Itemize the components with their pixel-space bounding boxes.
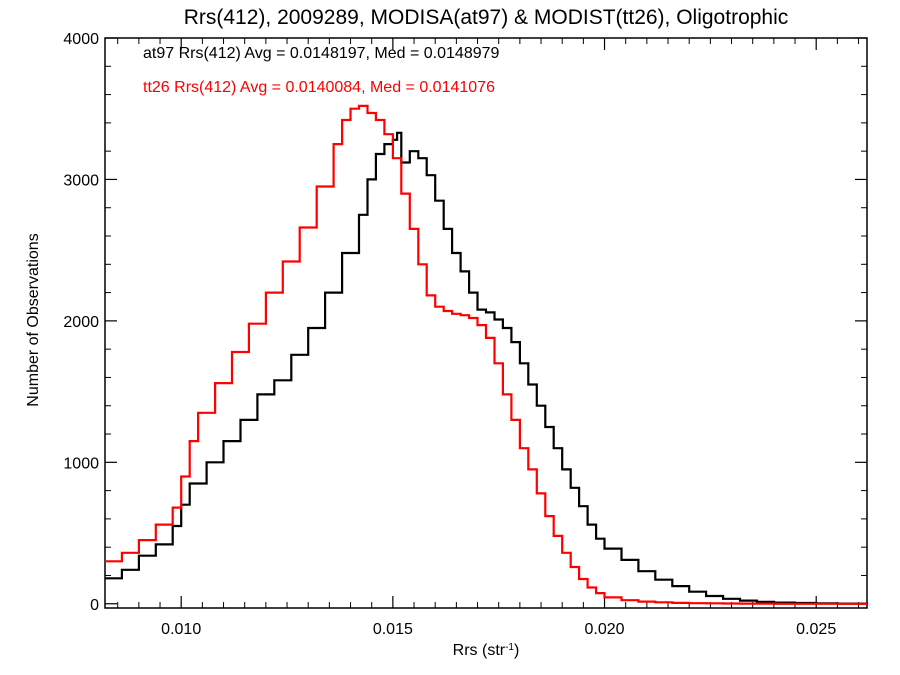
- series-line-at97: [105, 131, 869, 605]
- y-tick-label: 3000: [63, 172, 99, 189]
- legend-label-at97: at97 Rrs(412) Avg = 0.0148197, Med = 0.0…: [143, 45, 500, 62]
- x-axis-label-close: ): [514, 642, 519, 659]
- x-axis-label-sup: -1: [505, 642, 514, 653]
- series-layer: [105, 104, 869, 605]
- y-axis: 0 1000 2000 3000 4000: [63, 31, 867, 614]
- x-axis-label-main: Rrs (str: [453, 642, 506, 659]
- chart-title: Rrs(412), 2009289, MODISA(at97) & MODIST…: [184, 6, 789, 29]
- x-tick-label: 0.025: [796, 621, 836, 638]
- plot-frame: [104, 37, 868, 609]
- x-tick-label: 0.015: [373, 621, 413, 638]
- legend-label-tt26: tt26 Rrs(412) Avg = 0.0140084, Med = 0.0…: [143, 79, 495, 96]
- x-tick-label: 0.010: [161, 621, 201, 638]
- x-axis-label: Rrs (str-1): [453, 642, 520, 660]
- series-line-tt26: [105, 104, 867, 605]
- y-tick-label: 4000: [63, 31, 99, 48]
- y-tick-label: 2000: [63, 314, 99, 331]
- y-axis-label: Number of Observations: [25, 233, 42, 406]
- y-tick-label: 1000: [63, 455, 99, 472]
- x-tick-label: 0.020: [585, 621, 625, 638]
- y-tick-label: 0: [90, 597, 99, 614]
